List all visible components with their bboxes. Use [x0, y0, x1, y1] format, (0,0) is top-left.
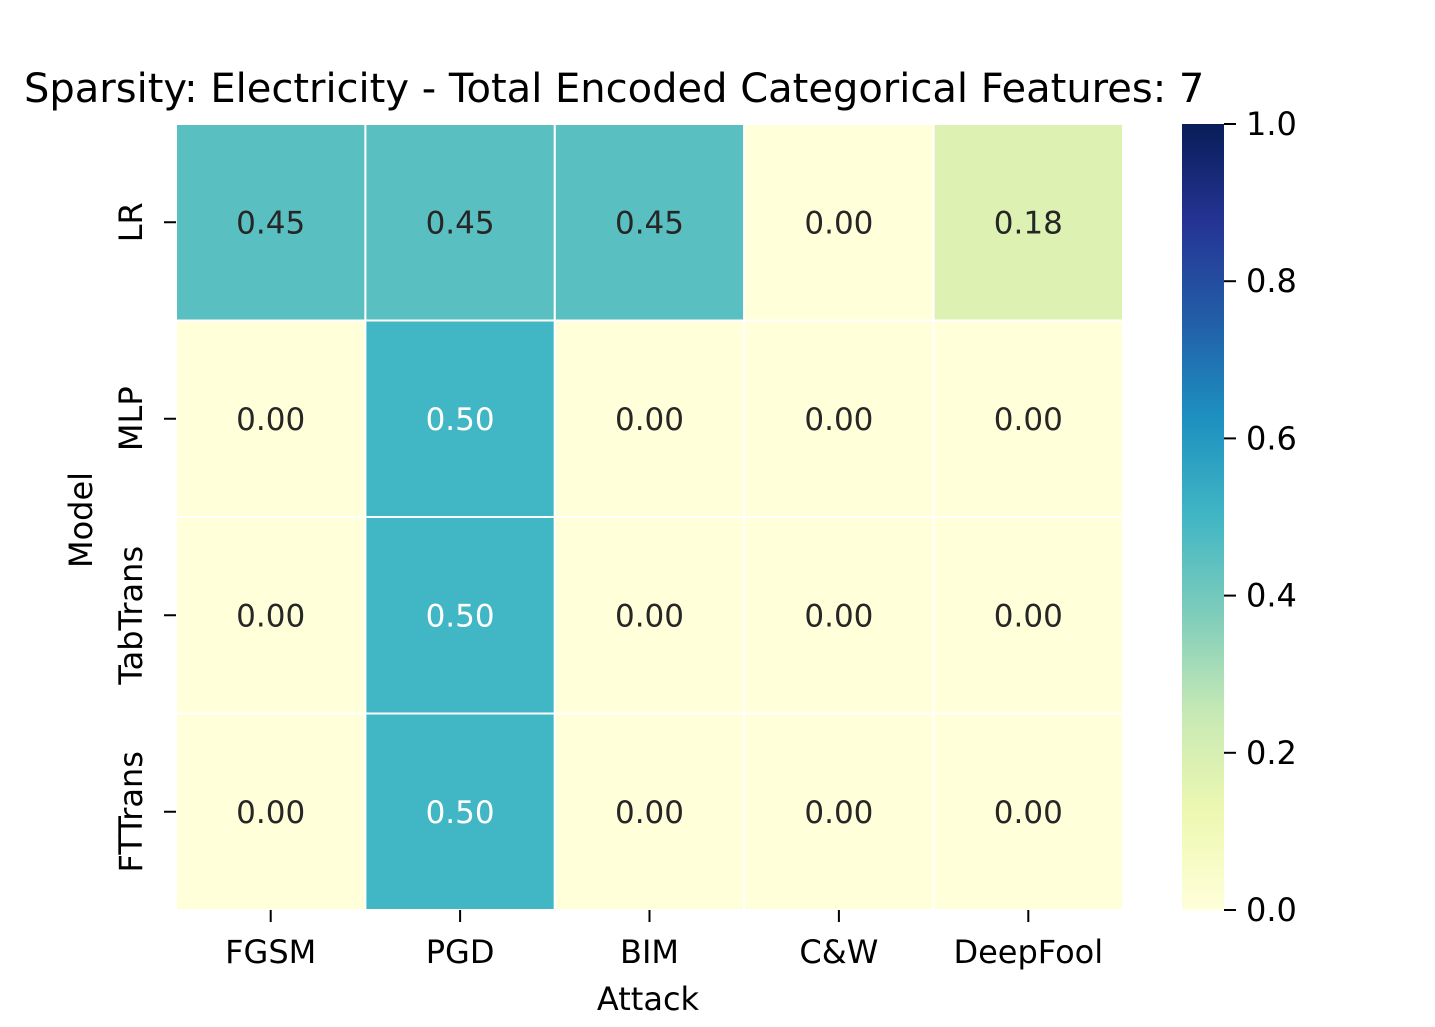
cell-value-label: 0.00: [615, 402, 684, 438]
y-axis: LR MLP TabTrans FTTrans: [112, 202, 176, 872]
heatmap-cell: [364, 712, 556, 911]
colorbar-tick-label: 0.8: [1246, 262, 1297, 300]
heatmap-cell: [743, 123, 935, 322]
cell-value-label: 0.00: [615, 598, 684, 634]
x-tick-label: PGD: [426, 933, 495, 971]
x-tick-label: C&W: [799, 933, 878, 971]
chart-title: Sparsity: Electricity - Total Encoded Ca…: [24, 66, 1204, 112]
colorbar-tick-label: 0.2: [1246, 734, 1297, 772]
colorbar-tick-label: 1.0: [1246, 105, 1297, 143]
cell-value-label: 0.00: [236, 402, 305, 438]
cell-value-label: 0.45: [236, 205, 305, 241]
x-tick-label: FGSM: [225, 933, 316, 971]
heatmap-cell: [553, 516, 746, 715]
cell-value-label: 0.50: [426, 402, 495, 438]
colorbar: 0.0 0.2 0.4 0.6 0.8 1.0: [1182, 105, 1297, 929]
cell-value-label: 0.45: [615, 205, 684, 241]
heatmap-cell: [743, 712, 935, 911]
heatmap-cell: [175, 319, 367, 518]
x-axis: FGSM PGD BIM C&W DeepFool: [225, 910, 1103, 971]
heatmap-cell: [364, 516, 556, 715]
heatmap-cell: [553, 712, 746, 911]
cell-value-label: 0.00: [804, 598, 873, 634]
heatmap-cells: 0.45 0.45 0.45 0.00 0.18 0.00 0.50 0.00 0.00 0.00…: [175, 123, 1124, 911]
heatmap-cell: [175, 123, 367, 322]
colorbar-gradient: [1182, 124, 1224, 910]
colorbar-tick-label: 0.6: [1246, 419, 1297, 457]
x-axis-label: Attack: [597, 980, 700, 1018]
cell-value-label: 0.45: [426, 205, 495, 241]
cell-value-label: 0.00: [236, 598, 305, 634]
cell-value-label: 0.00: [236, 795, 305, 831]
colorbar-tick-label: 0.0: [1246, 891, 1297, 929]
cell-value-label: 0.50: [426, 598, 495, 634]
y-tick-label: FTTrans: [112, 751, 150, 872]
colorbar-tick-label: 0.4: [1246, 577, 1297, 615]
y-tick-label: LR: [112, 202, 150, 242]
cell-value-label: 0.00: [615, 795, 684, 831]
x-tick-label: BIM: [620, 933, 679, 971]
y-axis-label: Model: [62, 472, 100, 568]
cell-value-label: 0.00: [804, 402, 873, 438]
heatmap-cell: [553, 123, 746, 322]
cell-value-label: 0.00: [994, 402, 1063, 438]
cell-value-label: 0.00: [804, 205, 873, 241]
y-tick-label: TabTrans: [112, 546, 150, 686]
cell-value-label: 0.00: [994, 598, 1063, 634]
heatmap-cell: [932, 516, 1124, 715]
heatmap-cell: [932, 123, 1124, 322]
x-tick-label: DeepFool: [953, 933, 1103, 971]
heatmap-cell: [932, 319, 1124, 518]
heatmap-cell: [932, 712, 1124, 911]
heatmap-cell: [743, 516, 935, 715]
cell-value-label: 0.00: [994, 795, 1063, 831]
y-tick-label: MLP: [112, 386, 150, 451]
heatmap-cell: [553, 319, 746, 518]
heatmap-cell: [364, 123, 556, 322]
cell-value-label: 0.00: [804, 795, 873, 831]
cell-value-label: 0.18: [994, 205, 1063, 241]
cell-value-label: 0.50: [426, 795, 495, 831]
